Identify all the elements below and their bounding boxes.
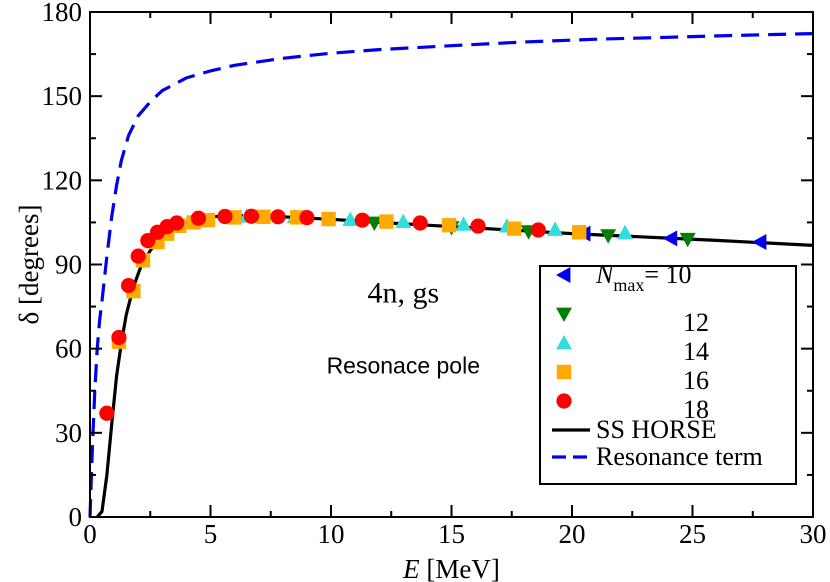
legend-marker <box>556 364 572 380</box>
legend-label: 16 <box>683 366 709 395</box>
legend-marker <box>556 307 572 322</box>
data-point <box>342 211 359 227</box>
annotation-layer: 4n, gs Resonace pole <box>327 277 480 379</box>
legend-label: Resonance term <box>596 442 763 471</box>
data-point <box>111 329 127 346</box>
axes-layer: 0 5 10 15 20 25 30 0 30 60 90 120 150 180 E [MeV] δ [de… <box>14 0 827 582</box>
legend-label-main: N <box>595 260 615 289</box>
legend-box <box>539 265 797 485</box>
data-point <box>600 229 617 244</box>
y-tick-label: 150 <box>42 81 83 111</box>
y-tick-label: 90 <box>55 250 82 280</box>
data-point <box>130 248 146 264</box>
legend-marker <box>556 335 572 350</box>
legend-label: 18 <box>683 395 709 424</box>
data-point <box>217 208 233 225</box>
data-point <box>169 215 185 231</box>
data-point <box>679 232 696 248</box>
y-tick-label: 30 <box>55 418 82 448</box>
y-axis-title: δ [degrees] <box>14 205 44 325</box>
data-point <box>547 221 564 236</box>
x-tick-label: 0 <box>83 519 97 549</box>
legend-label-sub: max <box>613 275 644 295</box>
data-point <box>441 218 457 233</box>
x-tick-label: 10 <box>318 519 345 549</box>
legend-label: 12 <box>683 308 709 337</box>
y-tick-label: 180 <box>42 0 83 27</box>
data-point <box>270 209 286 225</box>
y-tick-label: 0 <box>69 502 83 532</box>
x-tick-label: 25 <box>679 519 706 549</box>
series-layer <box>88 32 814 519</box>
x-axis-title: E [MeV] <box>402 554 500 582</box>
y-tick-label: 120 <box>42 165 83 195</box>
resonance-term-line <box>88 32 814 518</box>
y-tick-label: 60 <box>55 334 82 364</box>
data-point <box>120 277 137 294</box>
data-point <box>321 211 336 227</box>
data-point <box>395 213 412 228</box>
annotation-label: Resonace pole <box>327 353 480 379</box>
data-point <box>190 210 207 226</box>
data-point <box>366 216 383 231</box>
data-point <box>379 214 394 229</box>
data-point <box>299 210 315 226</box>
legend-marker <box>556 267 571 283</box>
legend-marker <box>556 393 572 409</box>
legend-label: Nmax= 10 <box>595 260 692 295</box>
data-point <box>256 209 271 225</box>
legend-label-suffix: = 10 <box>644 260 691 289</box>
data-point <box>572 225 587 240</box>
annotation-label: 4n, gs <box>367 277 439 310</box>
x-axis-title-var: E <box>402 554 420 582</box>
data-point <box>412 215 428 231</box>
x-axis-title-unit: [MeV] <box>420 554 500 582</box>
data-point <box>99 405 115 421</box>
data-point <box>662 230 678 247</box>
x-tick-label: 5 <box>204 519 218 549</box>
data-point <box>530 222 546 238</box>
data-point <box>506 221 522 236</box>
data-point <box>455 216 472 231</box>
x-tick-label: 30 <box>800 519 827 549</box>
data-point <box>617 224 634 240</box>
x-tick-label: 15 <box>438 519 465 549</box>
data-point <box>470 218 486 234</box>
data-point <box>751 234 767 251</box>
legend-label: SS HORSE <box>596 415 717 444</box>
data-point <box>354 212 370 228</box>
x-tick-label: 20 <box>559 519 586 549</box>
data-point <box>243 208 260 224</box>
legend-label: 14 <box>683 337 709 366</box>
series-circle <box>99 208 546 421</box>
